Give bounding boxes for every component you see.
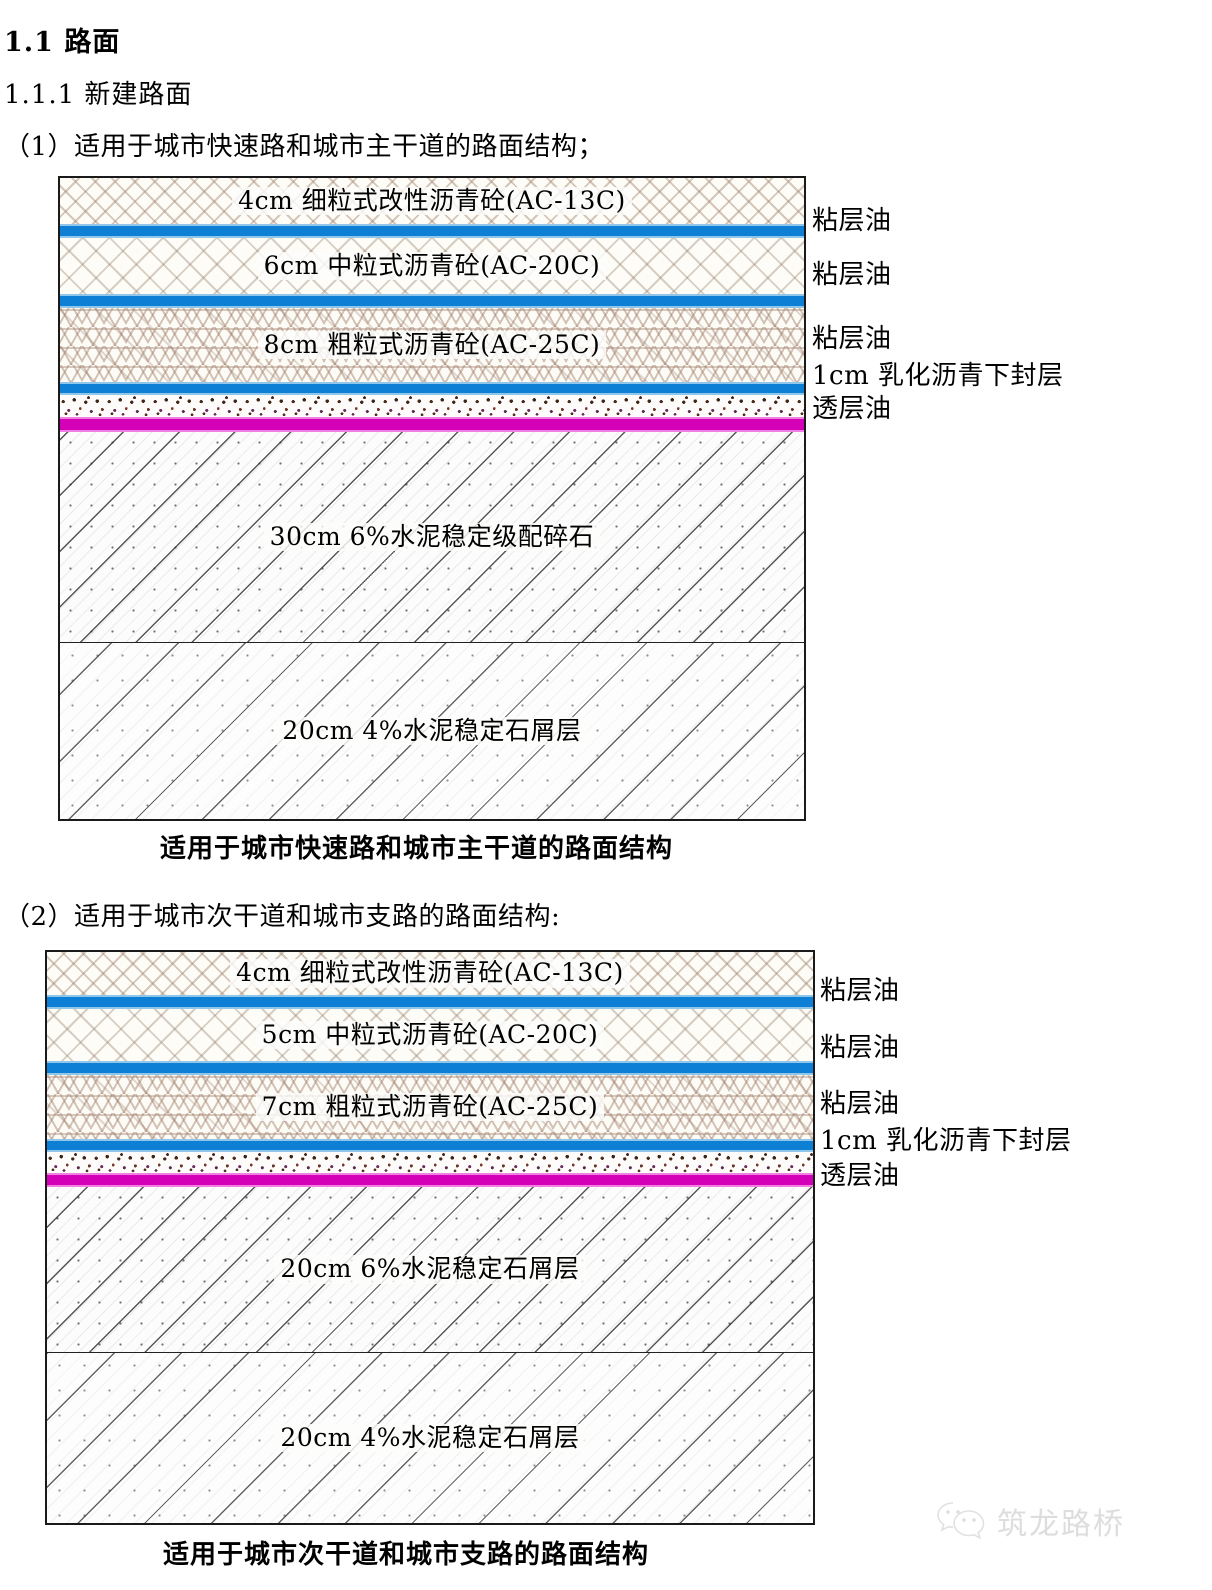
layer-ac13c: 4cm 细粒式改性沥青砼(AC-13C) <box>60 178 804 224</box>
layer-seal-coat <box>60 395 804 417</box>
base-subbase-divider <box>47 1352 813 1353</box>
layer-tack-coat-2 <box>47 1061 813 1075</box>
layer-label: 5cm 中粒式沥青砼(AC-20C) <box>255 1020 605 1050</box>
pavement-structure-diagram-2: 4cm 细粒式改性沥青砼(AC-13C) 5cm 中粒式沥青砼(AC-20C) … <box>45 950 815 1525</box>
annotation-tack-coat-1: 粘层油 <box>820 976 900 1006</box>
layer-label: 7cm 粗粒式沥青砼(AC-25C) <box>255 1092 605 1122</box>
annotation-tack-coat-1: 粘层油 <box>812 206 892 236</box>
annotation-seal-coat: 1cm 乳化沥青下封层 <box>820 1126 1072 1156</box>
subsection-heading: 1.1.1 新建路面 <box>4 80 193 110</box>
annotation-tack-coat-2: 粘层油 <box>820 1033 900 1063</box>
pavement-structure-diagram-1: 4cm 细粒式改性沥青砼(AC-13C) 6cm 中粒式沥青砼(AC-20C) … <box>58 176 806 821</box>
layer-label: 20cm 4%水泥稳定石屑层 <box>274 1423 586 1453</box>
annotation-tack-coat-3: 粘层油 <box>812 324 892 354</box>
figure-2-caption: 适用于城市次干道和城市支路的路面结构 <box>163 1540 650 1570</box>
annotation-tack-coat-2: 粘层油 <box>812 260 892 290</box>
layer-cement-stabilized-graded-crushed-stone: 30cm 6%水泥稳定级配碎石 <box>60 432 804 642</box>
layer-label: 6cm 中粒式沥青砼(AC-20C) <box>257 251 607 281</box>
layer-tack-coat-3 <box>47 1139 813 1152</box>
annotation-prime-coat: 透层油 <box>820 1161 900 1191</box>
layer-tack-coat-1 <box>47 995 813 1009</box>
figure-1-caption: 适用于城市快速路和城市主干道的路面结构 <box>160 834 674 864</box>
layer-cement-stabilized-stone-chips-4: 20cm 4%水泥稳定石屑层 <box>47 1353 813 1523</box>
item-1-intro-text: （1）适用于城市快速路和城市主干道的路面结构； <box>4 132 605 162</box>
item-2-intro-text: （2）适用于城市次干道和城市支路的路面结构: <box>4 902 561 932</box>
layer-cement-stabilized-stone-chips: 20cm 4%水泥稳定石屑层 <box>60 643 804 819</box>
layer-prime-coat <box>60 417 804 432</box>
layer-ac20c: 6cm 中粒式沥青砼(AC-20C) <box>60 238 804 294</box>
layer-label: 8cm 粗粒式沥青砼(AC-25C) <box>257 330 607 360</box>
page-title: 1.1 路面 <box>4 27 121 58</box>
annotation-prime-coat: 透层油 <box>812 394 892 424</box>
base-subbase-divider <box>60 642 804 643</box>
layer-ac20c: 5cm 中粒式沥青砼(AC-20C) <box>47 1009 813 1061</box>
layer-label: 4cm 细粒式改性沥青砼(AC-13C) <box>230 958 630 988</box>
layer-prime-coat <box>47 1173 813 1187</box>
watermark: 筑龙路桥 <box>935 1498 1125 1544</box>
watermark-text: 筑龙路桥 <box>997 1507 1125 1542</box>
layer-label: 20cm 6%水泥稳定石屑层 <box>274 1254 586 1284</box>
layer-seal-coat <box>47 1152 813 1173</box>
layer-ac25c: 7cm 粗粒式沥青砼(AC-25C) <box>47 1075 813 1139</box>
layer-tack-coat-2 <box>60 294 804 308</box>
layer-tack-coat-1 <box>60 224 804 238</box>
layer-ac25c: 8cm 粗粒式沥青砼(AC-25C) <box>60 308 804 382</box>
annotation-seal-coat: 1cm 乳化沥青下封层 <box>812 361 1064 391</box>
layer-tack-coat-3 <box>60 382 804 395</box>
layer-cement-stabilized-stone-chips-6: 20cm 6%水泥稳定石屑层 <box>47 1187 813 1352</box>
layer-ac13c: 4cm 细粒式改性沥青砼(AC-13C) <box>47 952 813 995</box>
layer-label: 20cm 4%水泥稳定石屑层 <box>276 716 588 746</box>
wechat-icon <box>935 1498 987 1544</box>
annotation-tack-coat-3: 粘层油 <box>820 1089 900 1119</box>
layer-label: 4cm 细粒式改性沥青砼(AC-13C) <box>232 186 632 216</box>
layer-label: 30cm 6%水泥稳定级配碎石 <box>263 522 601 552</box>
